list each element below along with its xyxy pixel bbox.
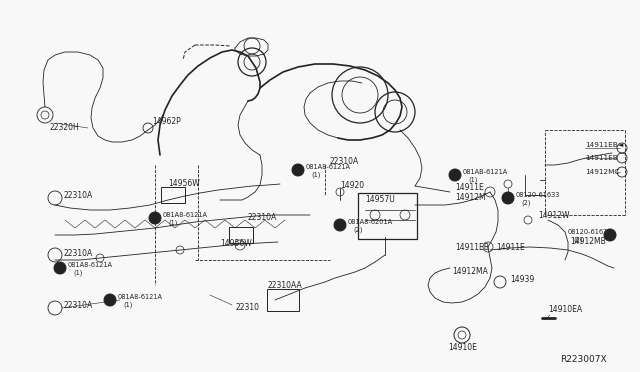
Text: 14962P: 14962P <box>152 118 180 126</box>
Text: 081A8-6201A: 081A8-6201A <box>348 219 393 225</box>
Text: 22310A: 22310A <box>64 190 93 199</box>
Circle shape <box>449 169 461 181</box>
Text: (1): (1) <box>468 177 477 183</box>
Text: B: B <box>506 196 511 201</box>
Text: 081A8-6121A: 081A8-6121A <box>306 164 351 170</box>
FancyBboxPatch shape <box>358 193 417 239</box>
Text: 22310A: 22310A <box>64 248 93 257</box>
Text: (1): (1) <box>123 302 132 308</box>
Text: 22310A: 22310A <box>248 212 277 221</box>
Text: R223007X: R223007X <box>560 356 607 365</box>
Text: 081A8-6121A: 081A8-6121A <box>118 294 163 300</box>
Text: 14912MB: 14912MB <box>570 237 605 247</box>
Text: 22310A: 22310A <box>330 157 359 167</box>
Text: 14911EB◄: 14911EB◄ <box>585 142 623 148</box>
Text: 22320H: 22320H <box>50 124 80 132</box>
Text: 14956W: 14956W <box>168 179 200 187</box>
Text: 14956W: 14956W <box>220 238 252 247</box>
Circle shape <box>149 212 161 224</box>
Text: 081AB-6121A: 081AB-6121A <box>463 169 508 175</box>
Text: (1): (1) <box>311 172 321 178</box>
Circle shape <box>502 192 514 204</box>
Text: (2): (2) <box>573 237 582 243</box>
Text: 081A8-6121A: 081A8-6121A <box>68 262 113 268</box>
Text: 14912W: 14912W <box>538 211 570 219</box>
Text: 22310: 22310 <box>235 304 259 312</box>
Text: B: B <box>452 173 458 177</box>
Circle shape <box>292 164 304 176</box>
Text: 14939: 14939 <box>510 276 534 285</box>
Text: 14911EB: 14911EB <box>585 155 618 161</box>
Text: 14912MC: 14912MC <box>585 169 620 175</box>
Circle shape <box>334 219 346 231</box>
Text: 14957U: 14957U <box>365 196 395 205</box>
Text: B: B <box>108 298 113 302</box>
Text: 08120-61633: 08120-61633 <box>568 229 612 235</box>
Text: B: B <box>607 232 612 237</box>
Text: 14910E: 14910E <box>448 343 477 353</box>
Text: 14910EA: 14910EA <box>548 305 582 314</box>
Text: (2): (2) <box>521 200 531 206</box>
FancyBboxPatch shape <box>161 187 185 203</box>
Circle shape <box>54 262 66 274</box>
Text: 14911EB: 14911EB <box>455 244 489 253</box>
FancyBboxPatch shape <box>267 289 299 311</box>
Text: B: B <box>296 167 300 173</box>
Text: B: B <box>152 215 157 221</box>
Text: B: B <box>58 266 63 270</box>
Text: (2): (2) <box>353 227 362 233</box>
Circle shape <box>104 294 116 306</box>
Text: 14911E: 14911E <box>455 183 484 192</box>
Text: 22310A: 22310A <box>64 301 93 310</box>
Text: 14912M: 14912M <box>455 193 486 202</box>
Text: (1): (1) <box>73 270 83 276</box>
Circle shape <box>604 229 616 241</box>
Text: 14920: 14920 <box>340 180 364 189</box>
Text: B: B <box>337 222 342 228</box>
Text: 22310AA: 22310AA <box>268 280 303 289</box>
Text: 08120-61633: 08120-61633 <box>516 192 561 198</box>
Text: 14911E: 14911E <box>496 244 525 253</box>
Text: (1): (1) <box>168 220 177 226</box>
Text: 14912MA: 14912MA <box>452 267 488 276</box>
FancyBboxPatch shape <box>229 227 253 243</box>
Text: 081A8-6121A: 081A8-6121A <box>163 212 208 218</box>
